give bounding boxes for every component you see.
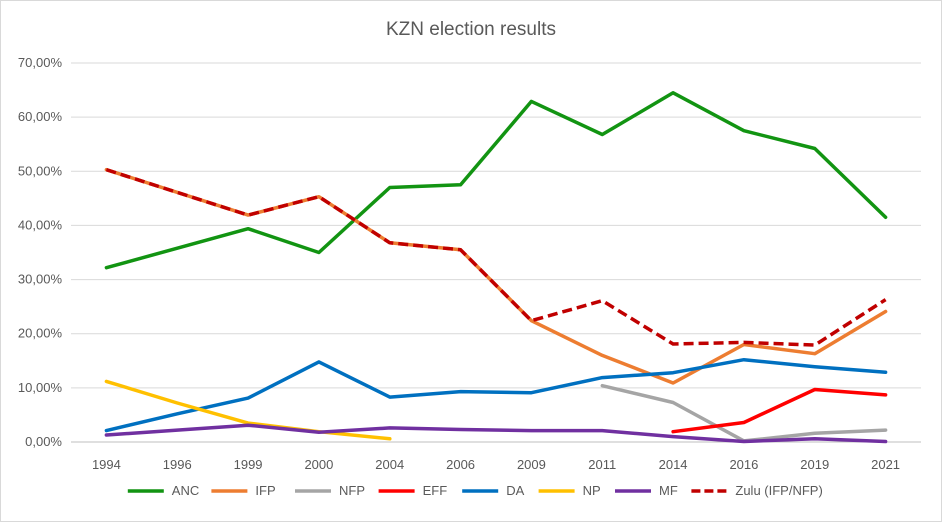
series-line-eff <box>671 387 888 434</box>
series-lines <box>104 91 888 444</box>
y-tick-label: 60,00% <box>18 109 63 124</box>
x-tick-label: 2009 <box>517 457 546 472</box>
x-tick-label: 2021 <box>871 457 900 472</box>
legend-label: IFP <box>255 483 275 498</box>
legend-item-zulu-ifp-nfp: Zulu (IFP/NFP) <box>691 483 823 498</box>
x-tick-label: 1999 <box>234 457 263 472</box>
series-line-mf <box>104 423 888 444</box>
x-tick-label: 2006 <box>446 457 475 472</box>
legend-label: NP <box>583 483 601 498</box>
x-tick-label: 1996 <box>163 457 192 472</box>
chart-title: KZN election results <box>386 19 556 40</box>
y-tick-label: 50,00% <box>18 163 63 178</box>
y-tick-label: 10,00% <box>18 380 63 395</box>
x-tick-label: 2019 <box>800 457 829 472</box>
legend: ANC IFP NFP EFF DA NP MF Zulu (IFP/NFP) <box>127 483 823 498</box>
series-line-anc <box>104 91 888 270</box>
legend-label: NFP <box>339 483 365 498</box>
legend-label: Zulu (IFP/NFP) <box>735 483 822 498</box>
series-line-zulu-ifp-nfp <box>105 168 887 347</box>
legend-label: EFF <box>423 483 448 498</box>
x-tick-label: 2014 <box>659 457 688 472</box>
gridlines <box>71 62 921 443</box>
series-line-da <box>104 357 888 433</box>
legend-item-mf: MF <box>615 483 678 498</box>
x-axis-ticks: 1994 1996 1999 2000 2004 2006 2009 2011 2014 2016… <box>92 457 900 472</box>
series-line-np <box>104 379 392 441</box>
y-axis-ticks: 0,00% 10,00% 20,00% 30,00% 40,00% 50,00% 60,00… <box>18 55 63 449</box>
legend-item-np: NP <box>538 483 601 498</box>
legend-item-da: DA <box>462 483 525 498</box>
legend-item-nfp: NFP <box>295 483 365 498</box>
y-tick-label: 20,00% <box>18 326 63 341</box>
y-tick-label: 40,00% <box>18 217 63 232</box>
x-tick-label: 2000 <box>304 457 333 472</box>
x-tick-label: 2016 <box>729 457 758 472</box>
legend-label: MF <box>659 483 678 498</box>
x-tick-label: 2011 <box>588 457 616 472</box>
y-tick-label: 30,00% <box>18 272 63 287</box>
x-tick-label: 1994 <box>92 457 121 472</box>
legend-label: ANC <box>172 483 199 498</box>
series-line-ifp <box>104 167 888 385</box>
y-tick-label: 0,00% <box>25 434 62 449</box>
legend-item-anc: ANC <box>127 483 199 498</box>
legend-item-ifp: IFP <box>211 483 276 498</box>
legend-label: DA <box>506 483 524 498</box>
legend-item-eff: EFF <box>378 483 448 498</box>
y-tick-label: 70,00% <box>18 55 63 70</box>
x-tick-label: 2004 <box>375 457 404 472</box>
